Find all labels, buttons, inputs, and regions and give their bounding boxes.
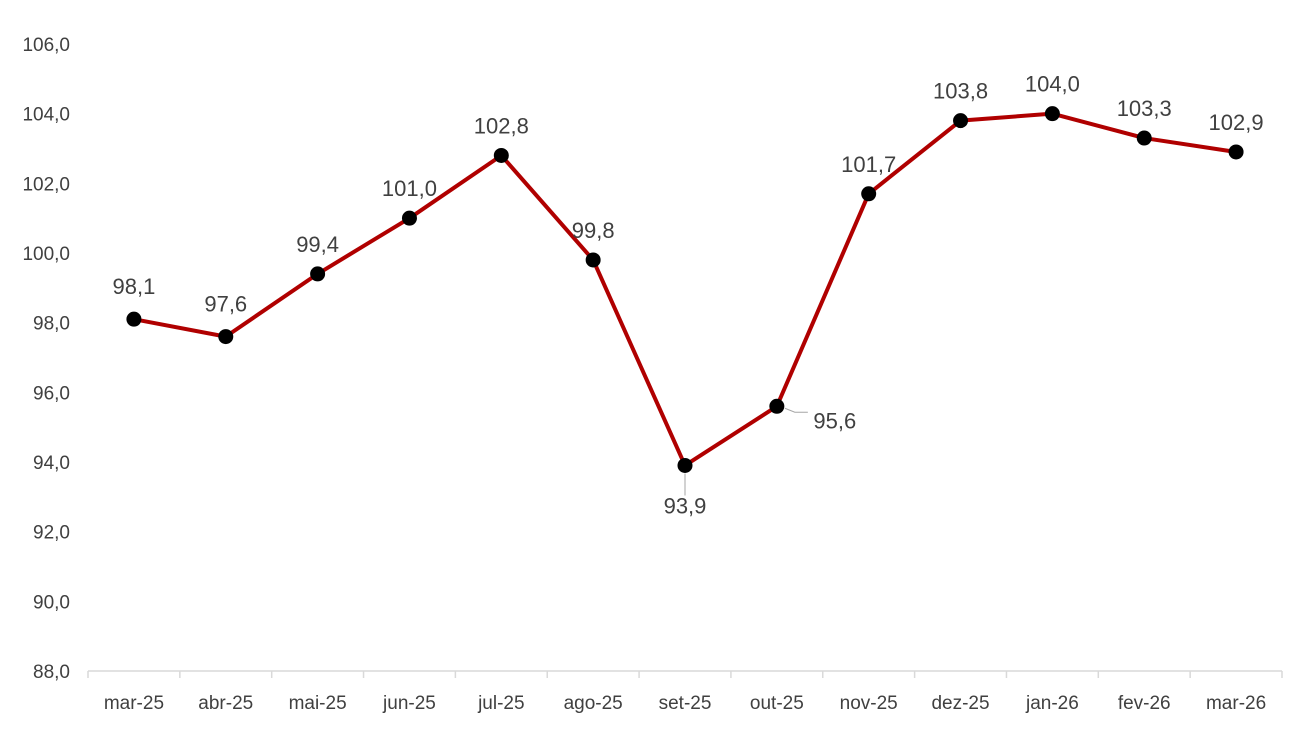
x-tick-label: mar-25	[104, 693, 164, 714]
x-tick-label: mai-25	[289, 693, 347, 714]
data-point	[1044, 106, 1060, 122]
data-point	[953, 113, 969, 129]
y-tick-label: 104,0	[22, 105, 70, 126]
y-tick-label: 88,0	[33, 662, 70, 683]
data-label: 101,0	[382, 176, 437, 201]
y-axis-ticks: 88,0 90,0 92,0 94,0 96,0 98,0 100,0 102,0 104,0 1…	[22, 35, 70, 683]
leader-lines	[684, 407, 808, 496]
data-label: 102,8	[474, 113, 529, 138]
y-tick-label: 90,0	[33, 592, 70, 613]
y-tick-label: 106,0	[22, 35, 70, 56]
data-point	[493, 147, 509, 163]
x-tick-label: fev-26	[1118, 693, 1171, 714]
data-point	[1136, 130, 1152, 146]
data-point	[126, 311, 142, 327]
x-tick-label: out-25	[750, 693, 804, 714]
x-tick-label: jan-26	[1025, 693, 1079, 714]
data-label: 103,3	[1117, 96, 1172, 121]
data-label: 98,1	[113, 274, 156, 299]
data-label: 99,4	[296, 232, 339, 257]
y-tick-label: 94,0	[33, 453, 70, 474]
data-point	[677, 457, 693, 473]
data-point	[218, 329, 234, 345]
data-point	[769, 398, 785, 414]
series-line	[133, 111, 1237, 468]
x-tick-label: jul-25	[477, 693, 524, 714]
series-line-group	[133, 111, 1237, 468]
data-labels: 98,1 97,6 99,4 101,0 102,8 99,8 93,9 95,6 101,7 1…	[113, 72, 1264, 519]
x-tick-label: ago-25	[564, 693, 623, 714]
data-label: 104,0	[1025, 72, 1080, 97]
y-tick-label: 92,0	[33, 523, 70, 544]
data-label: 101,7	[841, 152, 896, 177]
data-point	[585, 252, 601, 268]
x-tick-label: mar-26	[1206, 693, 1266, 714]
y-tick-label: 102,0	[22, 174, 70, 195]
data-label: 97,6	[204, 292, 247, 317]
data-markers	[126, 106, 1244, 473]
x-tick-label: set-25	[659, 693, 712, 714]
data-point	[310, 266, 326, 282]
x-tick-label: jun-25	[382, 693, 436, 714]
x-axis-ticks: mar-25 abr-25 mai-25 jun-25 jul-25 ago-25 set-…	[87, 671, 1283, 714]
data-label: 99,8	[572, 218, 615, 243]
leader-line	[784, 407, 808, 413]
data-label: 102,9	[1209, 110, 1264, 135]
data-point	[861, 186, 877, 202]
data-label: 103,8	[933, 79, 988, 104]
y-tick-label: 96,0	[33, 383, 70, 404]
data-point	[1228, 144, 1244, 160]
data-label: 93,9	[664, 493, 707, 518]
data-label: 95,6	[813, 408, 856, 433]
y-tick-label: 98,0	[33, 314, 70, 335]
data-point	[401, 210, 417, 226]
x-tick-label: nov-25	[840, 693, 898, 714]
x-tick-label: abr-25	[198, 693, 253, 714]
x-tick-label: dez-25	[931, 693, 989, 714]
y-tick-label: 100,0	[22, 244, 70, 265]
